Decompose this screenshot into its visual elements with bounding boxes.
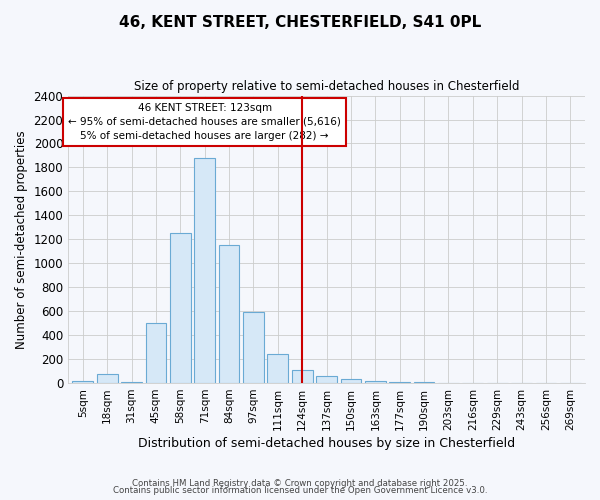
Y-axis label: Number of semi-detached properties: Number of semi-detached properties: [15, 130, 28, 348]
Text: Contains HM Land Registry data © Crown copyright and database right 2025.: Contains HM Land Registry data © Crown c…: [132, 478, 468, 488]
Text: Contains public sector information licensed under the Open Government Licence v3: Contains public sector information licen…: [113, 486, 487, 495]
Bar: [97, 374, 118, 383]
Bar: [365, 380, 386, 383]
Bar: [219, 246, 239, 383]
Bar: [268, 354, 288, 383]
Bar: [170, 234, 191, 383]
Bar: [243, 312, 264, 383]
Bar: [389, 382, 410, 383]
Bar: [316, 376, 337, 383]
Bar: [194, 158, 215, 383]
Text: 46 KENT STREET: 123sqm
← 95% of semi-detached houses are smaller (5,616)
5% of s: 46 KENT STREET: 123sqm ← 95% of semi-det…: [68, 102, 341, 141]
Bar: [414, 382, 434, 383]
Bar: [121, 382, 142, 383]
Text: 46, KENT STREET, CHESTERFIELD, S41 0PL: 46, KENT STREET, CHESTERFIELD, S41 0PL: [119, 15, 481, 30]
Title: Size of property relative to semi-detached houses in Chesterfield: Size of property relative to semi-detach…: [134, 80, 520, 93]
Bar: [341, 379, 361, 383]
Bar: [146, 323, 166, 383]
Bar: [292, 370, 313, 383]
X-axis label: Distribution of semi-detached houses by size in Chesterfield: Distribution of semi-detached houses by …: [138, 437, 515, 450]
Bar: [73, 382, 93, 383]
